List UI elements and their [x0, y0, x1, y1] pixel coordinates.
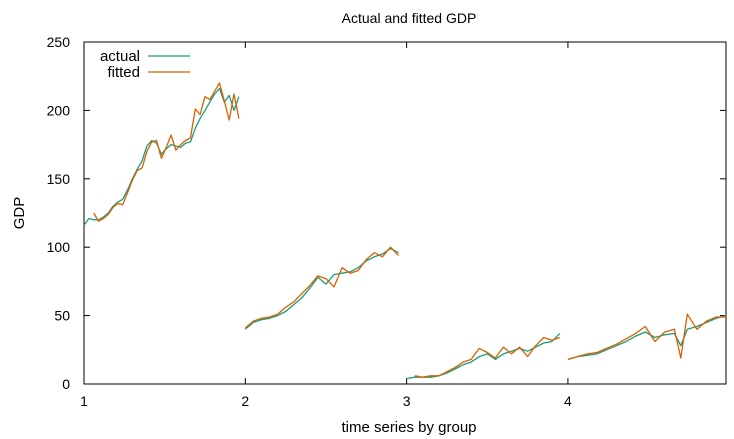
series-line-fitted	[93, 82, 240, 222]
series-line-fitted	[244, 246, 399, 329]
x-axis: 1 2 3 4	[80, 42, 572, 409]
x-axis-title: time series by group	[341, 419, 476, 436]
y-axis-title: GDP	[11, 197, 28, 230]
x-tick-label: 1	[80, 393, 88, 409]
x-tick-label: 4	[564, 393, 572, 409]
series-actual	[83, 87, 727, 380]
chart-title: Actual and fitted GDP	[342, 10, 477, 26]
series-line-fitted	[567, 313, 726, 361]
y-tick-label: 150	[47, 171, 71, 187]
legend-label-fitted: fitted	[107, 64, 140, 81]
y-tick-label: 200	[47, 102, 71, 118]
y-tick-label: 250	[47, 34, 71, 50]
series-line-fitted	[414, 336, 561, 378]
y-axis: 0 50 100 150 200 250	[47, 34, 726, 392]
y-tick-label: 0	[62, 376, 70, 392]
y-tick-label: 50	[54, 308, 70, 324]
series-line-actual	[244, 247, 399, 330]
legend-label-actual: actual	[100, 48, 140, 65]
series-line-actual	[83, 87, 240, 226]
plot-frame	[83, 41, 727, 385]
series-fitted	[93, 82, 726, 378]
x-tick-label: 3	[403, 393, 411, 409]
x-tick-label: 2	[241, 393, 249, 409]
y-tick-label: 100	[47, 239, 71, 255]
series-line-actual	[406, 332, 561, 380]
series-layer	[83, 82, 727, 380]
